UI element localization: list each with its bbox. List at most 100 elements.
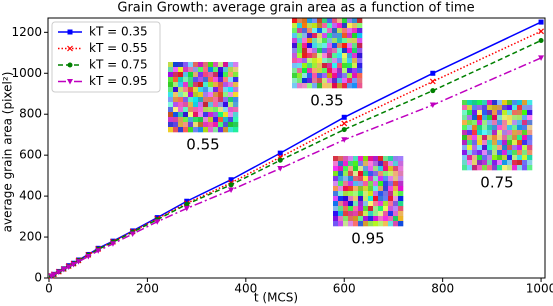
grain-cell bbox=[332, 33, 338, 39]
grain-cell bbox=[188, 82, 194, 88]
grain-cell bbox=[487, 140, 493, 146]
grain-cell bbox=[347, 83, 353, 89]
grain-cell bbox=[477, 130, 483, 136]
grain-cell bbox=[302, 68, 308, 74]
grain-cell bbox=[327, 53, 333, 59]
grain-cell bbox=[228, 112, 234, 118]
grain-cell bbox=[472, 145, 478, 151]
grain-cell bbox=[393, 211, 399, 217]
grain-cell bbox=[173, 87, 179, 93]
grain-cell bbox=[462, 160, 468, 166]
grain-cell bbox=[507, 100, 513, 106]
grain-cell bbox=[462, 125, 468, 131]
grain-cell bbox=[492, 160, 498, 166]
grain-cell bbox=[502, 160, 508, 166]
grain-cell bbox=[228, 117, 234, 123]
grain-cell bbox=[497, 120, 503, 126]
grain-cell bbox=[477, 135, 483, 141]
grain-cell bbox=[168, 127, 174, 133]
grain-cell bbox=[398, 221, 404, 227]
grain-cell bbox=[467, 155, 473, 161]
marker bbox=[538, 19, 544, 25]
grain-cell bbox=[173, 97, 179, 103]
grain-cell bbox=[482, 140, 488, 146]
grain-cell bbox=[527, 115, 533, 121]
grain-cell bbox=[173, 62, 179, 68]
grain-cell bbox=[482, 150, 488, 156]
grain-cell bbox=[348, 206, 354, 212]
marker bbox=[277, 165, 284, 172]
grain-cell bbox=[322, 58, 328, 64]
grain-cell bbox=[482, 110, 488, 116]
grain-cell bbox=[312, 23, 318, 29]
grain-cell bbox=[327, 63, 333, 69]
x-tick-label: 800 bbox=[431, 282, 454, 296]
grain-cell bbox=[337, 28, 343, 34]
grain-cell bbox=[343, 176, 349, 182]
grain-cell bbox=[302, 58, 308, 64]
grain-cell bbox=[312, 68, 318, 74]
grain-cell bbox=[343, 156, 349, 162]
grain-cell bbox=[343, 166, 349, 172]
grain-cell bbox=[203, 107, 209, 113]
grain-cell bbox=[373, 171, 379, 177]
grain-cell bbox=[477, 125, 483, 131]
grain-cell bbox=[198, 112, 204, 118]
grain-cell bbox=[358, 201, 364, 207]
grain-cell bbox=[213, 77, 219, 83]
grain-cell bbox=[322, 68, 328, 74]
grain-cell bbox=[213, 127, 219, 133]
grain-cell bbox=[398, 216, 404, 222]
grain-cell bbox=[398, 181, 404, 187]
grain-cell bbox=[333, 196, 339, 202]
grain-cell bbox=[193, 127, 199, 133]
grain-cell bbox=[522, 105, 528, 111]
grain-cell bbox=[348, 161, 354, 167]
grain-cell bbox=[353, 216, 359, 222]
grain-cell bbox=[347, 78, 353, 84]
grain-cell bbox=[477, 165, 483, 171]
grain-cell bbox=[168, 82, 174, 88]
grain-cell bbox=[342, 58, 348, 64]
grain-cell bbox=[383, 166, 389, 172]
grain-cell bbox=[357, 48, 363, 54]
grain-cell bbox=[393, 166, 399, 172]
grain-cell bbox=[297, 28, 303, 34]
grain-cell bbox=[168, 87, 174, 93]
grain-cell bbox=[327, 73, 333, 79]
grain-cell bbox=[363, 191, 369, 197]
grain-cell bbox=[338, 156, 344, 162]
grain-cell bbox=[342, 28, 348, 34]
grain-cell bbox=[348, 186, 354, 192]
grain-cell bbox=[312, 73, 318, 79]
grain-cell bbox=[472, 160, 478, 166]
grain-cell bbox=[388, 166, 394, 172]
grain-cell bbox=[188, 112, 194, 118]
grain-cell bbox=[297, 58, 303, 64]
grain-cell bbox=[307, 38, 313, 44]
grain-cell bbox=[517, 155, 523, 161]
grain-cell bbox=[352, 53, 358, 59]
y-tick-label: 200 bbox=[19, 230, 42, 244]
grain-cell bbox=[358, 221, 364, 227]
grain-cell bbox=[368, 201, 374, 207]
grain-cell bbox=[462, 105, 468, 111]
grain-cell bbox=[188, 122, 194, 128]
y-tick-label: 600 bbox=[19, 148, 42, 162]
grain-cell bbox=[347, 63, 353, 69]
grain-cell bbox=[233, 67, 239, 73]
grain-cell bbox=[492, 150, 498, 156]
grain-cell bbox=[482, 165, 488, 171]
grain-cell bbox=[342, 63, 348, 69]
grain-cell bbox=[342, 43, 348, 49]
grain-cell bbox=[522, 135, 528, 141]
grain-cell bbox=[198, 102, 204, 108]
grain-cell bbox=[317, 28, 323, 34]
grain-cell bbox=[193, 77, 199, 83]
grain-cell bbox=[517, 115, 523, 121]
grain-cell bbox=[527, 110, 533, 116]
grain-cell bbox=[517, 140, 523, 146]
inset-image bbox=[333, 156, 404, 227]
grain-cell bbox=[462, 100, 468, 106]
grain-cell bbox=[502, 125, 508, 131]
